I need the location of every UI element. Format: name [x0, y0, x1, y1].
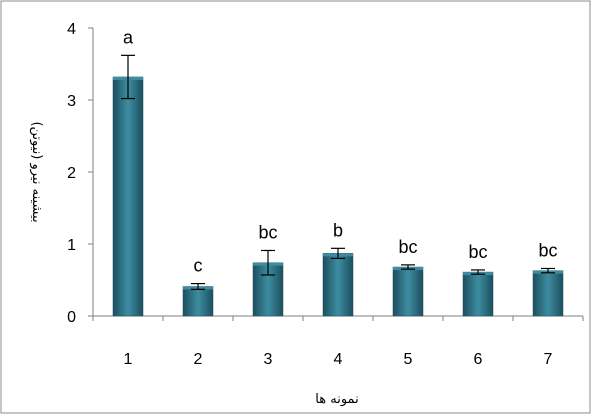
x-tick-label: 5 — [404, 351, 413, 368]
y-tick-label: 3 — [67, 93, 76, 110]
significance-label: bc — [398, 237, 417, 257]
bar — [462, 271, 494, 317]
significance-label: b — [333, 220, 343, 240]
significance-labels: a c bc b bc bc bc — [123, 27, 558, 275]
bar — [322, 253, 354, 317]
y-tick-label: 0 — [67, 309, 76, 326]
x-tick-label: 6 — [474, 351, 483, 368]
significance-label: bc — [468, 242, 487, 262]
significance-label: c — [194, 256, 203, 276]
y-axis: 0 1 2 3 4 — [67, 21, 94, 326]
significance-label: bc — [258, 222, 277, 242]
x-tick-label: 4 — [334, 351, 343, 368]
x-tick-label: 2 — [194, 351, 203, 368]
y-axis-title: بیشینه نیرو (نیوتن) — [29, 121, 44, 222]
significance-label: a — [123, 27, 134, 47]
y-tick-label: 4 — [67, 21, 76, 38]
bar — [112, 76, 144, 317]
significance-label: bc — [538, 240, 557, 260]
y-tick-label: 1 — [67, 237, 76, 254]
bar — [182, 286, 214, 317]
x-tick-label: 3 — [264, 351, 273, 368]
error-bars — [121, 54, 555, 290]
x-tick-label: 1 — [124, 351, 133, 368]
bar — [392, 266, 424, 317]
x-axis-title: نمونه ها — [315, 392, 358, 407]
x-tick-label: 7 — [544, 351, 553, 368]
bar — [532, 270, 564, 317]
x-axis: 1 2 3 4 5 6 7 — [92, 315, 584, 368]
y-tick-label: 2 — [67, 165, 76, 182]
